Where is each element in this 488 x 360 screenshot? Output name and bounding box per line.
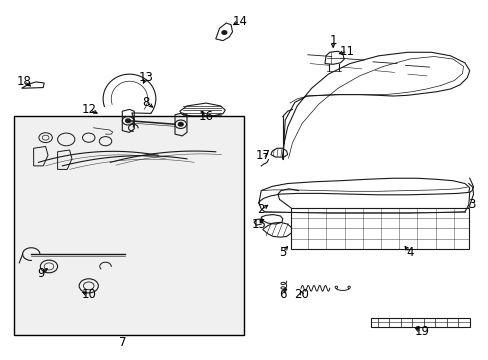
Text: 15: 15 [251, 217, 266, 231]
Text: 6: 6 [279, 288, 286, 301]
Text: 14: 14 [232, 15, 247, 28]
Text: 2: 2 [257, 203, 264, 216]
Text: 4: 4 [405, 246, 413, 259]
Text: 19: 19 [413, 325, 428, 338]
Text: 17: 17 [256, 149, 271, 162]
Text: 8: 8 [142, 96, 150, 109]
Bar [15, 117, 244, 335]
Text: 13: 13 [139, 71, 153, 84]
Text: 11: 11 [339, 45, 354, 58]
Bar [291, 208, 468, 249]
Text: 16: 16 [198, 110, 213, 123]
Circle shape [125, 119, 130, 122]
Text: 20: 20 [294, 288, 309, 301]
Circle shape [178, 122, 183, 126]
Text: 3: 3 [468, 198, 475, 211]
Text: 12: 12 [81, 103, 96, 116]
Text: 9: 9 [37, 267, 44, 280]
Text: 18: 18 [17, 75, 31, 88]
Text: 10: 10 [81, 288, 96, 301]
Text: 1: 1 [329, 34, 336, 47]
Text: 5: 5 [279, 246, 286, 259]
Circle shape [222, 31, 226, 34]
Text: 7: 7 [118, 336, 126, 349]
